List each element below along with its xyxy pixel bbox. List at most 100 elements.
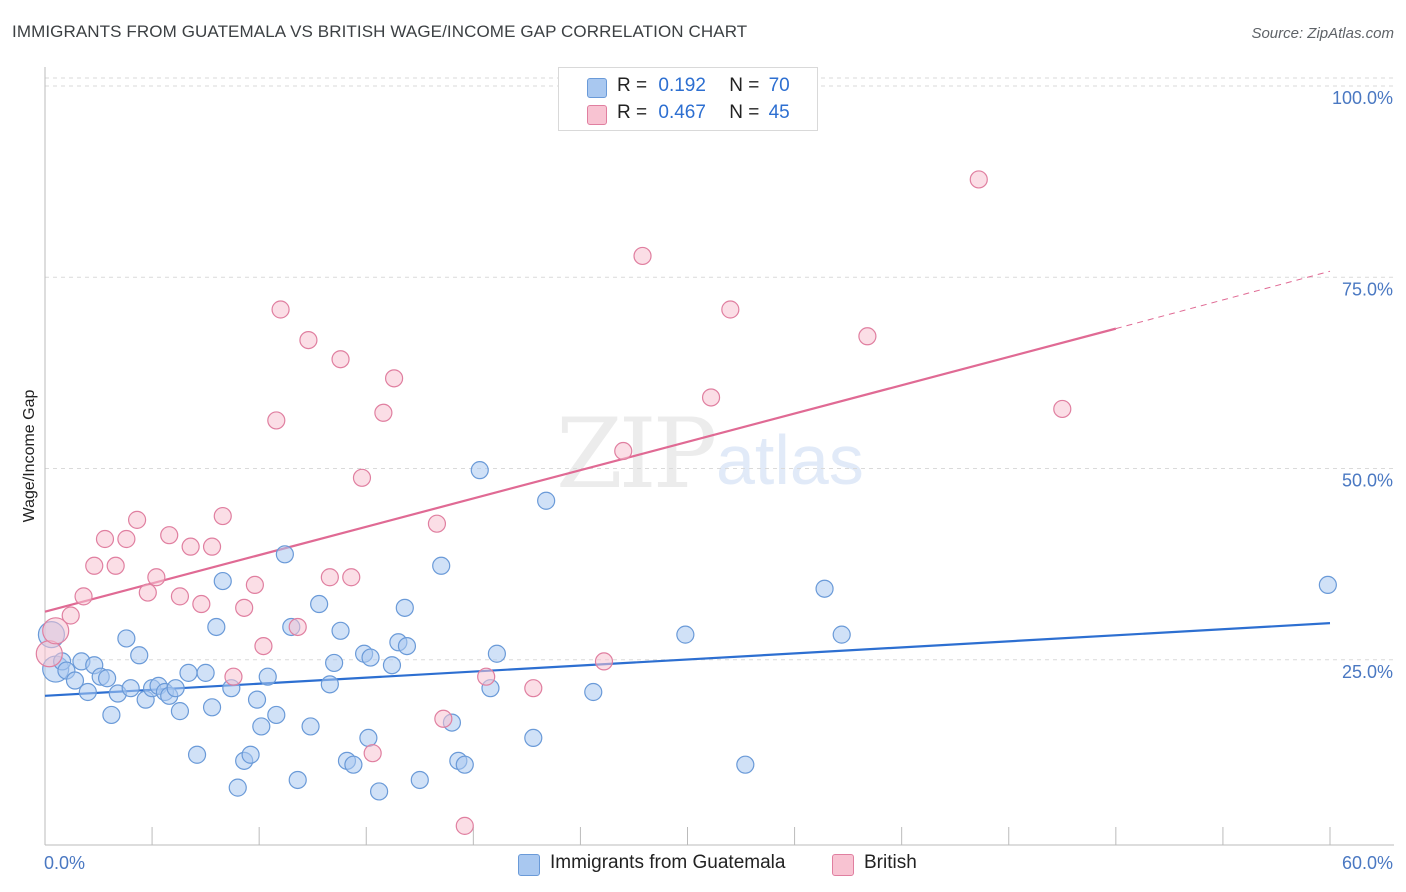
scatter-point[interactable] [271,300,290,319]
scatter-point[interactable] [301,717,320,736]
scatter-point[interactable] [524,679,543,698]
scatter-point[interactable] [74,587,93,606]
scatter-point[interactable] [344,755,363,774]
scatter-point[interactable] [224,667,243,686]
scatter-point[interactable] [78,682,97,702]
scatter-point[interactable] [310,594,329,614]
scatter-point[interactable] [370,782,389,801]
legend-swatch-british [832,854,854,876]
scatter-point[interactable] [98,669,117,688]
scatter-point[interactable] [166,679,185,698]
scatter-point[interactable] [325,653,344,673]
scatter-point[interactable] [434,709,453,728]
trend-lines [44,270,1331,697]
scatter-point[interactable] [213,571,232,591]
scatter-point[interactable] [241,745,260,764]
scatter-point[interactable] [633,246,652,266]
scatter-point[interactable] [858,327,877,346]
scatter-point[interactable] [374,403,393,422]
scatter-point[interactable] [252,717,271,736]
watermark-zip: ZIP [556,398,717,510]
legend-swatch-british [587,105,607,125]
scatter-point[interactable] [187,745,207,764]
scatter-point[interactable] [1318,575,1337,595]
scatter-point[interactable] [1053,399,1072,419]
scatter-point[interactable] [196,663,215,682]
scatter-point[interactable] [181,537,200,556]
scatter-point[interactable] [477,667,496,686]
scatter-point[interactable] [170,702,190,721]
scatter-point[interactable] [117,629,136,648]
scatter-point[interactable] [363,744,382,763]
scatter-point[interactable] [170,587,190,606]
scatter-point[interactable] [470,461,489,480]
scatter-point[interactable] [127,510,147,529]
scatter-point[interactable] [299,331,318,350]
scatter-point[interactable] [614,441,633,461]
scatter-point[interactable] [331,350,350,369]
scatter-point[interactable] [721,300,740,319]
scatter-point[interactable] [320,568,339,587]
scatter-point[interactable] [130,646,149,665]
scatter-point[interactable] [147,568,166,587]
scatter-point[interactable] [245,575,264,595]
scatter-point[interactable] [455,755,474,774]
y-tick-label: 50.0% [1342,471,1393,491]
scatter-point[interactable] [258,667,277,686]
scatter-point[interactable] [85,556,104,575]
scatter-point[interactable] [160,526,179,545]
scatter-point[interactable] [815,579,834,598]
scatter-point[interactable] [213,506,232,526]
scatter-point[interactable] [138,583,157,602]
scatter-point[interactable] [192,594,211,614]
scatter-point[interactable] [487,644,506,663]
scatter-point[interactable] [331,621,350,640]
scatter-point[interactable] [117,529,136,549]
scatter-point[interactable] [207,617,226,637]
scatter-point[interactable] [382,656,402,675]
scatter-point[interactable] [969,170,988,189]
scatter-point[interactable] [397,636,417,656]
scatter-point[interactable] [701,388,721,407]
scatter-point[interactable] [352,468,372,487]
scatter-point[interactable] [427,514,447,533]
scatter-point[interactable] [832,625,851,644]
scatter-point[interactable] [35,640,63,668]
series-guatemala [37,461,1337,801]
scatter-point[interactable] [202,698,222,717]
scatter-point[interactable] [736,755,755,774]
scatter-point[interactable] [121,679,140,698]
scatter-point[interactable] [267,705,286,725]
scatter-point[interactable] [42,617,70,645]
scatter-point[interactable] [267,411,286,430]
scatter-point[interactable] [537,491,556,510]
scatter-point[interactable] [342,568,361,587]
scatter-point[interactable] [179,663,198,682]
scatter-point[interactable] [61,606,80,625]
scatter-point[interactable] [432,556,451,575]
scatter-point[interactable] [384,369,404,388]
scatter-point[interactable] [455,816,474,835]
scatter-point[interactable] [235,598,254,617]
scatter-point[interactable] [395,598,414,617]
scatter-point[interactable] [106,556,125,575]
scatter-point[interactable] [228,778,247,797]
scatter-point[interactable] [676,625,695,644]
scatter-point[interactable] [410,770,429,790]
scatter-point[interactable] [202,537,222,556]
grid-lines [45,77,1394,661]
scatter-point[interactable] [288,617,307,637]
scatter-point[interactable] [359,728,378,748]
scatter-point[interactable] [65,671,85,690]
scatter-point[interactable] [594,652,614,671]
scatter-point[interactable] [254,636,273,656]
scatter-point[interactable] [320,675,339,694]
scatter-point[interactable] [275,545,294,564]
scatter-point[interactable] [361,648,380,667]
scatter-point[interactable] [102,705,121,725]
scatter-point[interactable] [95,529,115,549]
scatter-point[interactable] [584,682,603,702]
scatter-point[interactable] [247,690,267,709]
scatter-point[interactable] [524,728,543,748]
scatter-point[interactable] [288,770,307,790]
